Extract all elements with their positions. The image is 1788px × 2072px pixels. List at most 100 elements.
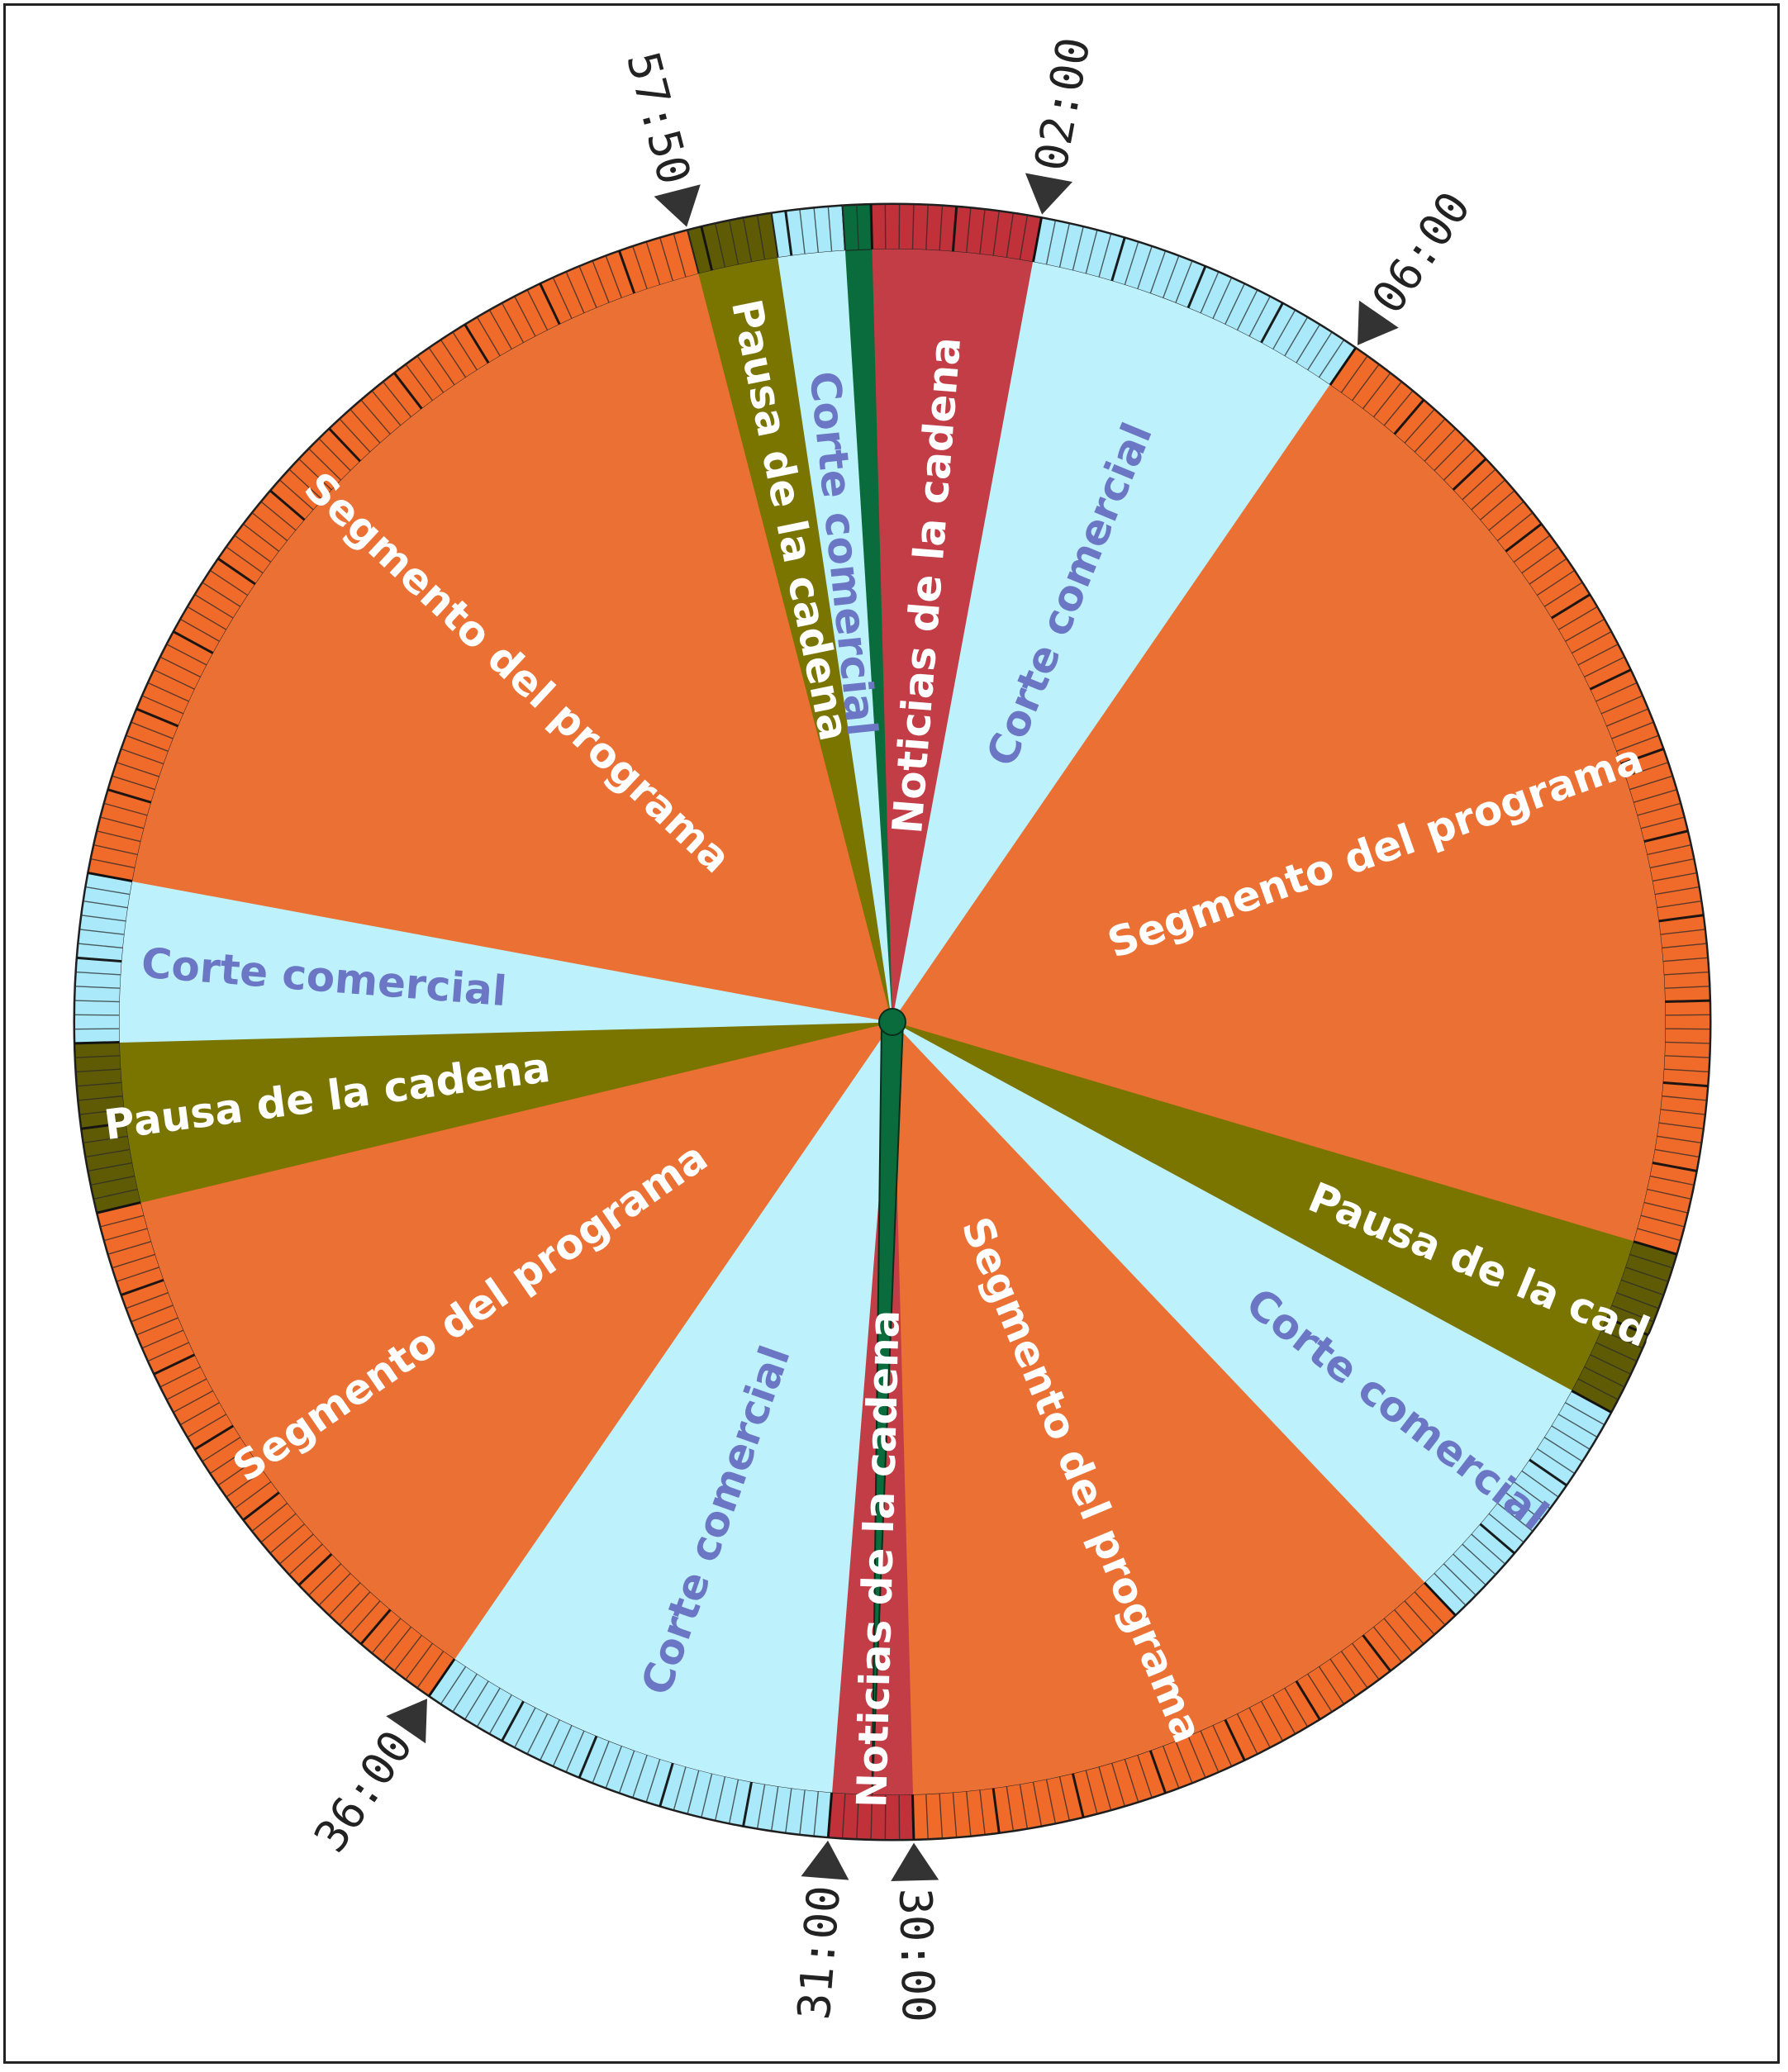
ring-tick bbox=[1351, 364, 1380, 402]
ring-tick bbox=[1443, 448, 1477, 482]
ring-tick bbox=[1664, 986, 1710, 989]
ring-tick bbox=[329, 1581, 361, 1616]
ring-tick bbox=[279, 479, 315, 511]
ring-tick bbox=[112, 1253, 156, 1269]
ring-tick bbox=[1649, 858, 1695, 869]
ring-tick bbox=[97, 1200, 142, 1214]
ring-tick bbox=[1404, 409, 1435, 444]
ring-tick bbox=[925, 1794, 929, 1840]
ring-tick bbox=[1557, 1413, 1598, 1438]
ring-tick bbox=[1656, 1135, 1702, 1144]
ring-tick bbox=[141, 1329, 184, 1349]
wedge-segmento-4 bbox=[132, 273, 893, 1023]
ring-tick bbox=[1661, 1095, 1707, 1101]
ring-tick bbox=[1072, 226, 1084, 271]
ring-tick bbox=[605, 255, 623, 299]
ring-tick bbox=[440, 1666, 467, 1704]
ring-tick bbox=[813, 1790, 820, 1837]
ring-tick bbox=[350, 409, 381, 444]
ring-tick bbox=[1187, 1735, 1206, 1778]
ring-tick bbox=[488, 310, 513, 350]
marker-arrow-0200 bbox=[1025, 173, 1073, 215]
ring-tick bbox=[687, 230, 700, 274]
ring-tick bbox=[194, 1424, 235, 1451]
ring-tick bbox=[1662, 1081, 1709, 1088]
ring-tick bbox=[1600, 1329, 1643, 1349]
ring-tick bbox=[1661, 943, 1707, 949]
ring-tick bbox=[618, 1750, 635, 1794]
ring-tick bbox=[1329, 1658, 1357, 1697]
ring-tick bbox=[1479, 490, 1515, 521]
ring-tick bbox=[269, 1523, 306, 1554]
ring-tick bbox=[166, 644, 207, 666]
ring-tick bbox=[1372, 1626, 1402, 1663]
marker-label-3100: 31:00 bbox=[788, 1884, 851, 2022]
ring-tick bbox=[93, 844, 139, 856]
ring-tick bbox=[1624, 1266, 1669, 1282]
ring-tick bbox=[428, 347, 455, 386]
ring-tick bbox=[1019, 215, 1029, 260]
ring-tick bbox=[1550, 593, 1591, 620]
ring-tick bbox=[1372, 381, 1402, 418]
ring-tick bbox=[1583, 656, 1625, 678]
ring-tick bbox=[476, 1687, 502, 1727]
ring-tick bbox=[75, 1068, 121, 1073]
ring-tick bbox=[173, 1390, 214, 1414]
ring-tick bbox=[841, 205, 846, 251]
ring-tick bbox=[1640, 816, 1685, 829]
wedge-corte-2 bbox=[892, 1021, 1572, 1583]
ring-tick bbox=[1496, 512, 1534, 542]
ring-tick bbox=[632, 1754, 648, 1799]
ring-tick bbox=[578, 1735, 598, 1779]
ring-tick bbox=[1610, 1305, 1654, 1323]
ring-tick bbox=[180, 618, 221, 643]
ring-tick bbox=[659, 1762, 674, 1807]
ring-tick bbox=[1643, 829, 1688, 844]
ring-tick bbox=[1488, 501, 1524, 531]
ring-tick bbox=[673, 1765, 687, 1811]
wedge-corte-1 bbox=[892, 262, 1331, 1023]
ring-tick bbox=[1550, 1424, 1591, 1450]
ring-tick bbox=[539, 283, 561, 326]
ring-tick bbox=[141, 695, 184, 715]
ring-tick bbox=[452, 1673, 478, 1713]
ring-tick bbox=[1657, 914, 1704, 923]
ring-tick bbox=[112, 775, 156, 791]
ring-tick bbox=[1006, 1785, 1015, 1832]
wedge-segmento-3 bbox=[140, 1021, 894, 1660]
ring-tick bbox=[202, 582, 241, 608]
ring-tick bbox=[428, 1657, 456, 1697]
wedge-corte-5 bbox=[777, 250, 893, 1023]
ring-tick bbox=[74, 986, 121, 989]
wedge-top-gap bbox=[844, 249, 892, 1022]
ring-tick bbox=[1393, 1609, 1424, 1645]
ring-tick bbox=[1162, 255, 1180, 299]
ring-tick bbox=[1536, 1447, 1575, 1475]
ring-tick bbox=[701, 1773, 713, 1818]
marker-arrow-5750 bbox=[654, 184, 701, 227]
ring-tick bbox=[1283, 316, 1309, 357]
ring-tick bbox=[1110, 237, 1126, 282]
ring-tick bbox=[1098, 1765, 1112, 1811]
ring-tick bbox=[1557, 606, 1598, 631]
ring-tick bbox=[1351, 1642, 1380, 1680]
ring-tick bbox=[242, 1491, 281, 1521]
ring-tick bbox=[1605, 708, 1648, 727]
ring-tick bbox=[1662, 957, 1709, 962]
ring-tick bbox=[308, 448, 342, 482]
ring-tick bbox=[217, 558, 257, 586]
ring-tick bbox=[1571, 630, 1612, 654]
ring-tick bbox=[1564, 1401, 1605, 1426]
ring-tick bbox=[1085, 230, 1098, 274]
ring-arc-corte-5 bbox=[770, 204, 846, 259]
ring-tick bbox=[1452, 1553, 1486, 1585]
ring-tick bbox=[1318, 1666, 1345, 1704]
ring-tick bbox=[645, 1758, 661, 1803]
ring-tick bbox=[83, 1135, 129, 1144]
ring-tick bbox=[952, 1792, 958, 1838]
ring-tick bbox=[1260, 1700, 1284, 1742]
ring-tick bbox=[1570, 1389, 1612, 1414]
ring-tick bbox=[1383, 390, 1414, 426]
ring-tick bbox=[416, 355, 445, 394]
ring-tick bbox=[1536, 569, 1575, 596]
